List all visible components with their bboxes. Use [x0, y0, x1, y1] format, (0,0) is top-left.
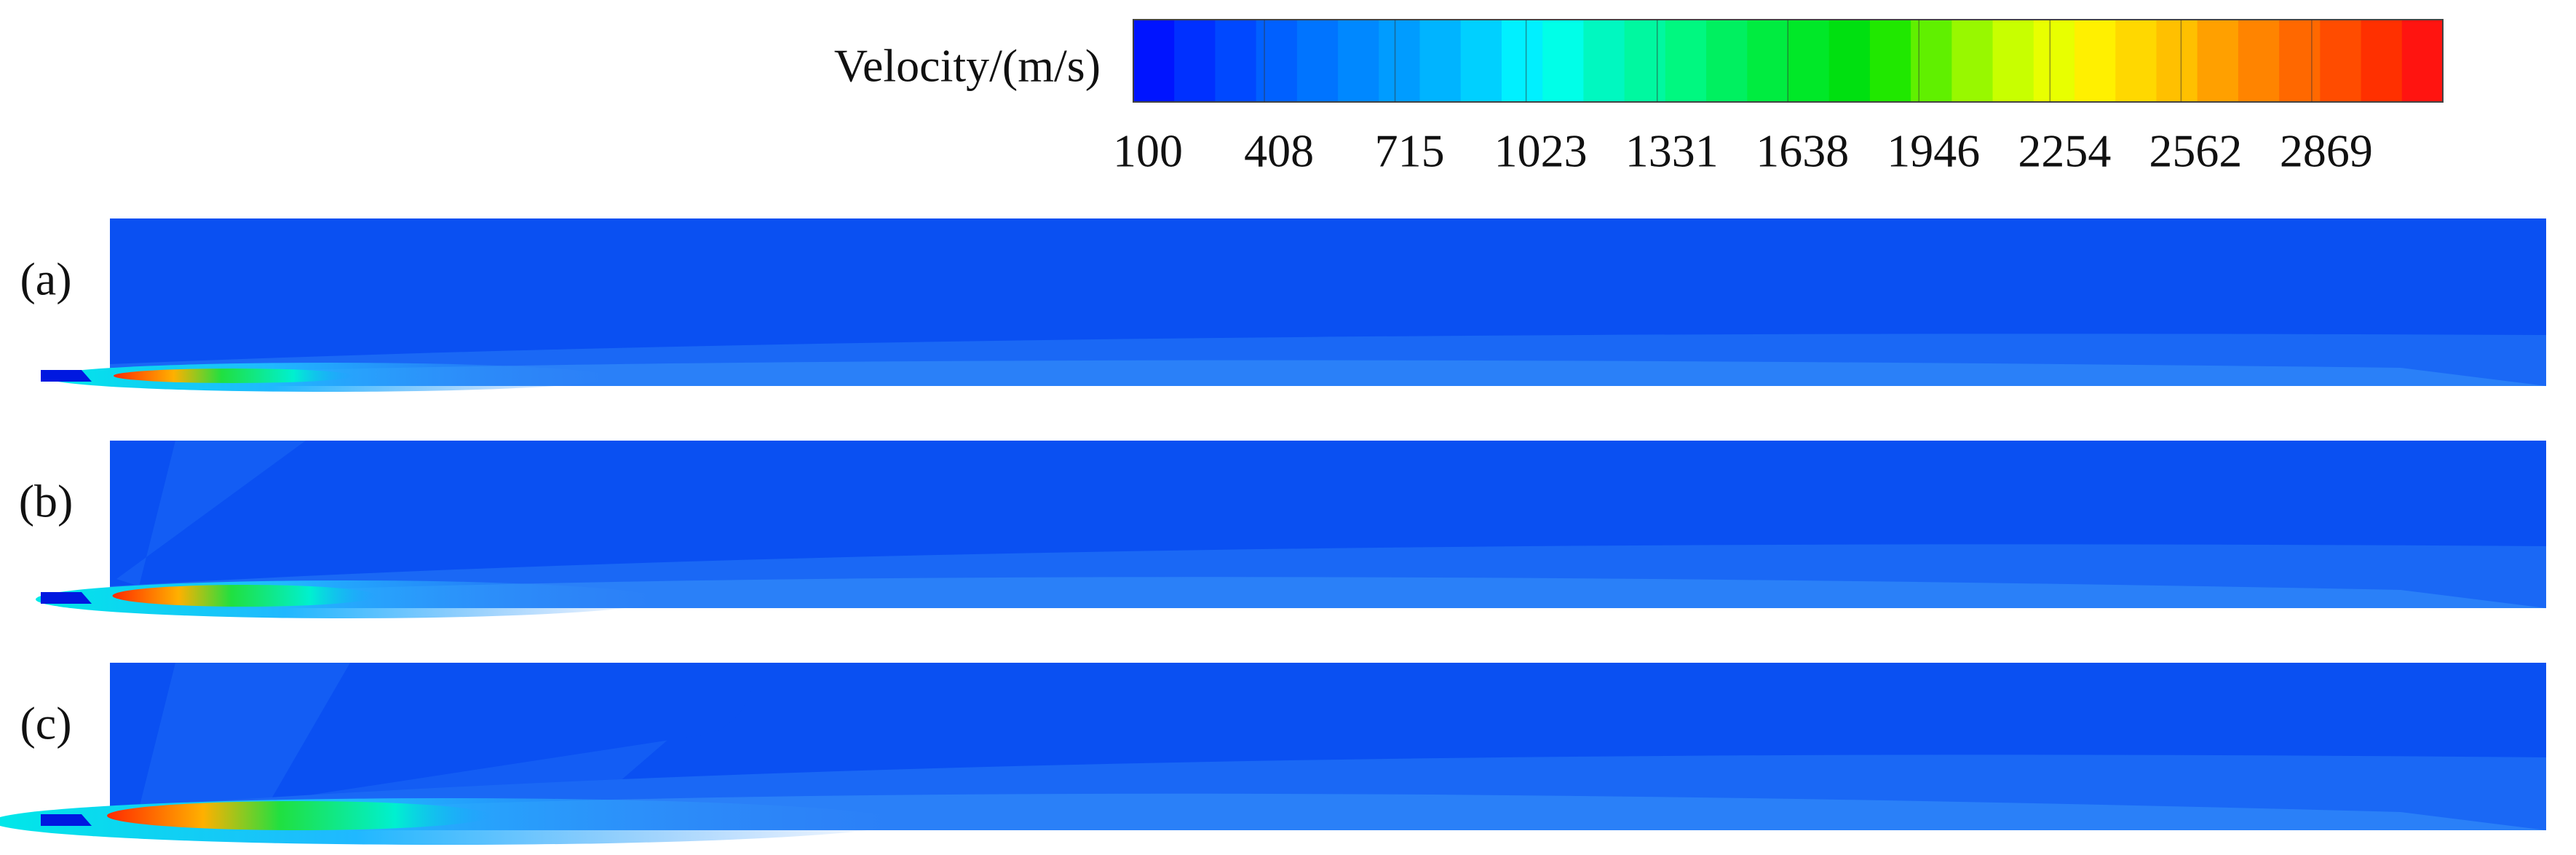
- colorbar-band: [2074, 20, 2116, 102]
- shock-region: [116, 441, 306, 586]
- colorbar-tick-label: 1023: [1494, 125, 1588, 177]
- colorbar-band: [2401, 20, 2444, 102]
- colorbar-band: [2033, 20, 2075, 102]
- jet-core: [112, 585, 377, 607]
- colorbar-band: [1992, 20, 2034, 102]
- colorbar-tick-label: 1946: [1887, 125, 1980, 177]
- colorbar-band: [1583, 20, 1625, 102]
- colorbar-band: [1174, 20, 1216, 102]
- colorbar-band: [1419, 20, 1462, 102]
- colorbar-band: [1951, 20, 1994, 102]
- colorbar-band: [2238, 20, 2280, 102]
- jet-core: [107, 801, 491, 830]
- colorbar-band: [1379, 20, 1421, 102]
- colorbar-band: [1665, 20, 1707, 102]
- colorbar-tick-label: 715: [1375, 125, 1445, 177]
- colorbar-band: [2320, 20, 2362, 102]
- colorbar-band: [1828, 20, 1871, 102]
- panel-label: (c): [20, 698, 71, 749]
- colorbar-tick-label: 2254: [2018, 125, 2111, 177]
- colorbar-band: [1624, 20, 1666, 102]
- nozzle: [41, 814, 92, 826]
- colorbar-tick-label: 1638: [1756, 125, 1849, 177]
- mid-layer: [110, 577, 2546, 608]
- colorbar-tick-label: 2562: [2149, 125, 2242, 177]
- colorbar-band: [1706, 20, 1748, 102]
- colorbar-band: [2156, 20, 2198, 102]
- colorbar-band: [1460, 20, 1502, 102]
- contour-panel: [41, 218, 2546, 392]
- colorbar-band: [2279, 20, 2321, 102]
- colorbar-band: [1911, 20, 1952, 102]
- colorbar-band: [2115, 20, 2157, 102]
- colorbar-tick-label: 2869: [2280, 125, 2373, 177]
- colorbar-tick-label: 408: [1244, 125, 1314, 177]
- jet-core: [114, 369, 354, 383]
- colorbar-band: [1133, 20, 1175, 102]
- colorbar-band: [1501, 20, 1543, 102]
- panel-label: (a): [20, 253, 71, 305]
- panel-label: (b): [19, 476, 74, 527]
- nozzle: [41, 370, 92, 382]
- mid-layer: [110, 360, 2546, 386]
- colorbar-band: [1296, 20, 1339, 102]
- nozzle: [41, 592, 92, 604]
- colorbar-band: [1788, 20, 1830, 102]
- colorbar-band: [1747, 20, 1788, 102]
- colorbar-tick-label: 100: [1113, 125, 1183, 177]
- colorbar-band: [2197, 20, 2239, 102]
- colorbar-band: [1338, 20, 1379, 102]
- colorbar-label: Velocity/(m/s): [834, 40, 1101, 92]
- colorbar-band: [2361, 20, 2403, 102]
- colorbar-band: [1869, 20, 1911, 102]
- contour-panel: [36, 441, 2546, 618]
- contour-panel: [0, 663, 2546, 845]
- colorbar-band: [1542, 20, 1584, 102]
- colorbar-band: [1256, 20, 1298, 102]
- inner-region: [270, 663, 757, 801]
- colorbar-tick-label: 1331: [1625, 125, 1719, 177]
- colorbar-band: [1215, 20, 1257, 102]
